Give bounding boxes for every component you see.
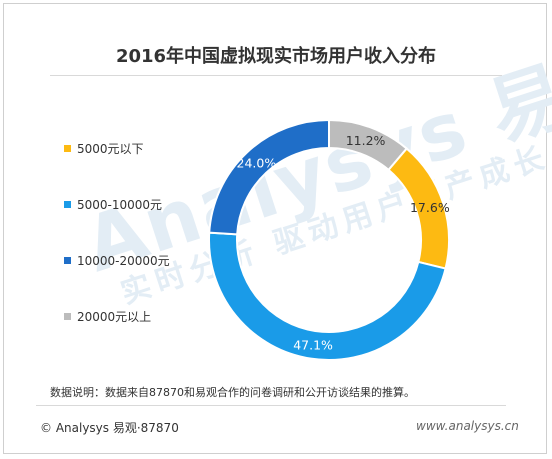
legend-item: 5000元以下 <box>64 140 144 157</box>
legend-label: 10000-20000元 <box>77 254 170 268</box>
legend-swatch <box>64 257 71 264</box>
slice-label: 17.6% <box>410 200 450 215</box>
legend-item: 20000元以上 <box>64 308 151 325</box>
legend-label: 20000元以上 <box>77 310 152 324</box>
slice-label: 47.1% <box>293 337 333 352</box>
donut-slice <box>208 118 330 236</box>
slice-label: 11.2% <box>346 133 386 148</box>
legend-swatch <box>64 201 71 208</box>
chart-title: 2016年中国虚拟现实市场用户收入分布 <box>115 46 437 67</box>
legend-label: 5000-10000元 <box>77 198 163 212</box>
copyright: © Analysys 易观·87870 <box>40 421 179 435</box>
legend-item: 5000-10000元 <box>64 196 162 213</box>
website: www.analysys.cn <box>416 419 519 433</box>
legend-item: 10000-20000元 <box>64 252 170 269</box>
chart-frame <box>3 3 547 454</box>
legend-swatch <box>64 313 71 320</box>
footer-divider <box>36 405 506 406</box>
legend-swatch <box>64 145 71 152</box>
data-notes: 数据说明：数据来自87870和易观合作的问卷调研和公开访谈结果的推算。 <box>50 386 415 399</box>
title-divider <box>50 75 502 76</box>
legend-label: 5000元以下 <box>77 142 144 156</box>
slice-label: 24.0% <box>237 155 277 170</box>
